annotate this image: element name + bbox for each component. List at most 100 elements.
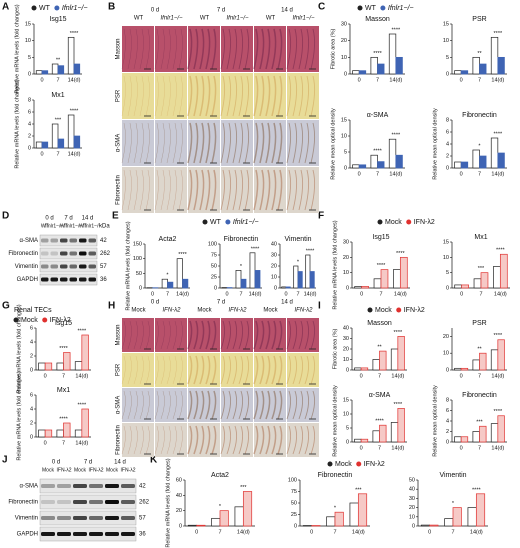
- y-tick-label: 30: [271, 252, 277, 258]
- tissue-texture: [172, 122, 177, 164]
- group-header: Ifnlr1−/−: [64, 223, 82, 229]
- bar: [490, 423, 499, 443]
- panel-letter: E: [112, 211, 119, 222]
- tissue-texture: [244, 425, 250, 455]
- band: [88, 264, 96, 269]
- bar: [379, 350, 387, 371]
- y-tick-label: 40: [271, 241, 277, 247]
- legend-marker: [31, 5, 37, 11]
- x-tick-label: 0: [460, 171, 463, 177]
- group-header: IFN-λ2: [295, 308, 314, 314]
- significance: **: [377, 345, 382, 351]
- y-tick-label: 0: [446, 165, 449, 171]
- stain-label: Fibronectin: [116, 175, 122, 205]
- tissue-texture: [286, 320, 292, 350]
- bar: [399, 256, 408, 289]
- bar: [377, 63, 385, 75]
- band: [105, 484, 119, 488]
- micrograph: [122, 73, 154, 119]
- x-tick-label: 7: [218, 529, 221, 535]
- bar: [397, 336, 405, 371]
- y-tick-label: 20: [341, 38, 347, 44]
- legend-label: WT: [39, 5, 51, 12]
- tissue-texture: [310, 320, 316, 350]
- band: [69, 277, 77, 282]
- tissue-texture: [172, 28, 177, 70]
- y-tick-label: 100: [288, 477, 297, 483]
- tissue-texture: [310, 122, 316, 164]
- bar: [460, 161, 469, 169]
- tissue-texture: [277, 122, 283, 164]
- tissue-texture: [193, 390, 199, 420]
- bar: [41, 141, 49, 149]
- band: [88, 277, 96, 282]
- chart-title: Mx1: [474, 234, 487, 241]
- tissue-texture: [127, 122, 132, 164]
- tissue-texture: [310, 169, 316, 211]
- bar: [167, 281, 174, 289]
- legend-label: Mock: [21, 317, 38, 324]
- group-header: WT: [200, 16, 210, 22]
- x-tick-label: 14(d): [237, 529, 250, 535]
- tissue-texture: [271, 425, 277, 455]
- tissue-texture: [226, 169, 232, 211]
- group-header: Ifnlr1−/−: [83, 223, 101, 229]
- stain-label: Masson: [116, 38, 122, 59]
- legend-label: WT: [365, 5, 377, 12]
- x-tick-label: 0: [428, 529, 431, 535]
- x-tick-label: 0: [360, 373, 363, 379]
- y-tick-label: 6: [28, 109, 31, 115]
- tissue-texture: [139, 425, 144, 455]
- tissue-texture: [226, 355, 232, 385]
- tissue-texture: [244, 169, 250, 211]
- tissue-texture: [220, 390, 226, 420]
- x-tick-label: 7: [56, 151, 59, 157]
- bar: [281, 286, 287, 289]
- tissue-texture: [160, 425, 165, 455]
- tissue-texture: [211, 390, 217, 420]
- tissue-texture: [160, 355, 165, 385]
- tissue-texture: [166, 28, 171, 70]
- tissue-texture: [205, 425, 211, 455]
- y-tick-label: 2: [446, 429, 449, 435]
- tissue-texture: [133, 390, 138, 420]
- x-tick-label: 14(d): [491, 171, 504, 177]
- y-tick-label: 0: [294, 523, 297, 529]
- panel-letter: H: [108, 301, 115, 312]
- micrograph: [155, 167, 187, 213]
- x-tick-label: 14(d): [389, 77, 402, 83]
- significance: ****: [178, 252, 187, 258]
- bar: [35, 70, 43, 75]
- tissue-texture: [193, 425, 199, 455]
- tissue-texture: [238, 390, 244, 420]
- x-tick-label: 0: [310, 529, 313, 535]
- bar: [397, 408, 405, 443]
- kda-label: 262: [100, 251, 111, 257]
- tissue-texture: [172, 390, 177, 420]
- bar: [235, 270, 242, 289]
- legend-label: Mock: [375, 307, 392, 314]
- x-tick-label: 7: [296, 291, 299, 297]
- y-tick-label: 15: [443, 21, 449, 27]
- y-axis-label: Relative mRNA levels (fold changes): [16, 371, 22, 460]
- tissue-texture: [139, 75, 144, 117]
- bar: [454, 161, 462, 169]
- tissue-texture: [133, 320, 138, 350]
- bar: [454, 367, 462, 371]
- tissue-texture: [292, 169, 298, 211]
- y-axis-label: Relative mean optical density: [432, 108, 438, 180]
- bar: [460, 436, 469, 443]
- tissue-texture: [298, 390, 304, 420]
- y-tick-label: 0: [30, 367, 33, 373]
- band: [79, 277, 87, 282]
- y-tick-label: 10: [443, 38, 449, 44]
- tissue-texture: [178, 425, 183, 455]
- bar: [452, 507, 462, 527]
- tissue-texture: [232, 320, 238, 350]
- tissue-texture: [265, 390, 271, 420]
- y-tick-label: 8: [446, 117, 449, 123]
- panel-letter: J: [2, 455, 8, 466]
- stain-label: Masson: [116, 324, 122, 345]
- tissue-texture: [244, 122, 250, 164]
- y-tick-label: 4: [30, 406, 33, 412]
